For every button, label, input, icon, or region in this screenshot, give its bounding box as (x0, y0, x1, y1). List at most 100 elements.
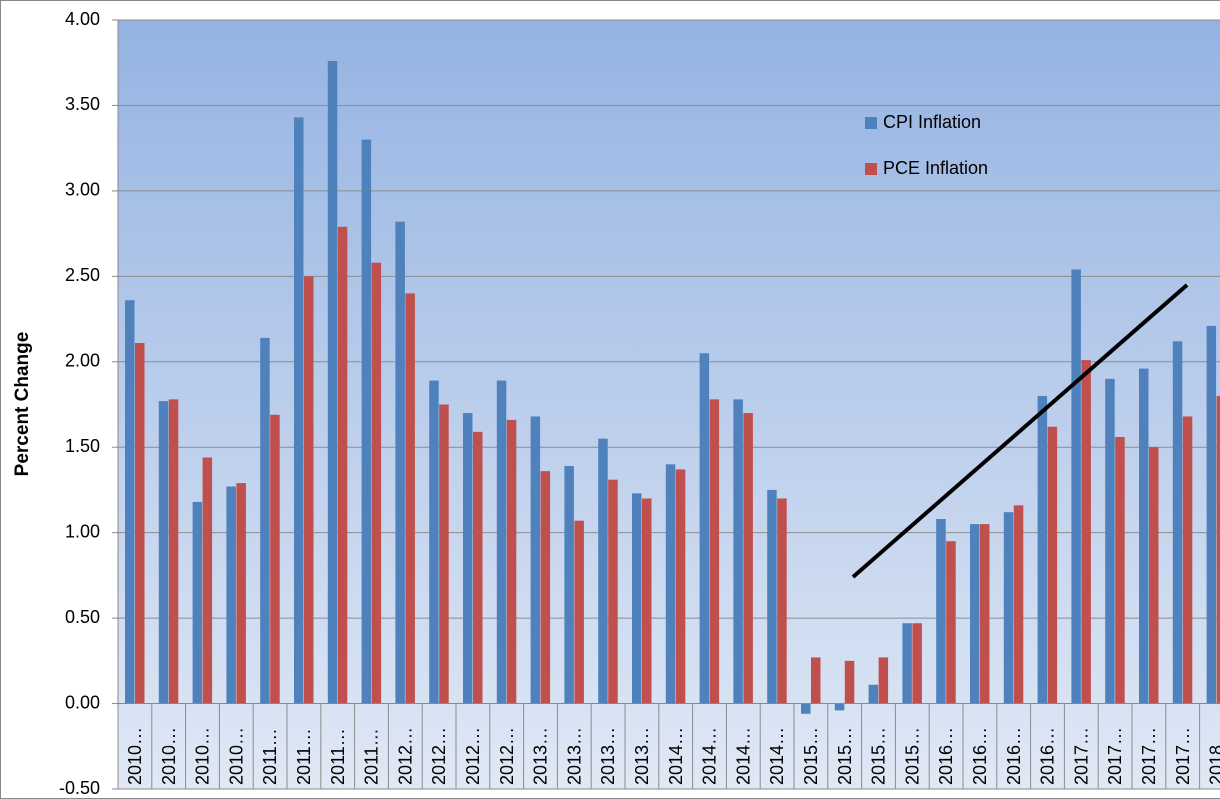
bar (1105, 378, 1115, 704)
x-tick-label: 2012… (429, 727, 449, 785)
bar (337, 226, 348, 704)
x-tick-label: 2015… (835, 727, 855, 785)
y-tick-label: 0.00 (65, 692, 100, 712)
bar (801, 703, 811, 714)
bar (327, 61, 338, 704)
trend-line (851, 283, 1189, 579)
bar (1206, 325, 1217, 704)
bar (642, 498, 652, 704)
bar (834, 703, 845, 711)
bar (743, 413, 753, 704)
bar (1071, 269, 1081, 704)
bar (463, 413, 473, 704)
x-tick-label: 2015… (801, 727, 821, 785)
bar (270, 414, 280, 704)
bar (936, 518, 946, 704)
bar (665, 464, 676, 704)
bar (878, 657, 889, 704)
legend-swatch (865, 117, 877, 129)
x-tick-label: 2013… (564, 727, 584, 785)
bar (506, 419, 517, 704)
bar (473, 431, 483, 704)
bar (564, 466, 574, 704)
bar (395, 221, 405, 704)
bar (980, 524, 990, 704)
bar (675, 469, 686, 704)
bar (811, 657, 821, 704)
x-tick-label: 2013… (632, 727, 652, 785)
bar (530, 416, 541, 704)
plot: 2010… 2010… 2010… 2010… 2011… 2011… 2011… 2011…… (117, 19, 1220, 790)
y-tick-label: -0.50 (59, 778, 100, 798)
bar (946, 541, 956, 704)
x-tick-label: 2013… (598, 727, 618, 785)
bar (168, 399, 179, 704)
bar (192, 501, 203, 704)
bar (361, 139, 372, 704)
x-tick-label: 2013… (531, 727, 551, 785)
bar (1172, 341, 1183, 704)
x-tick-label: 2014… (700, 727, 720, 785)
bar (777, 498, 787, 704)
bar (304, 276, 314, 704)
x-tick-label: 2014… (733, 727, 753, 785)
legend-label: PCE Inflation (883, 158, 988, 178)
x-tick-label: 2016… (1038, 727, 1058, 785)
bar (1216, 395, 1220, 704)
bar (1013, 505, 1024, 704)
x-tick-label: 2012… (463, 727, 483, 785)
x-tick-label: 2016… (936, 727, 956, 785)
bar (767, 489, 777, 704)
x-tick-label: 2017… (1071, 727, 1091, 785)
bar (970, 524, 980, 704)
y-tick-label: 0.50 (65, 607, 100, 627)
bar (709, 399, 720, 704)
y-tick-label: 2.50 (65, 265, 100, 285)
bar (608, 479, 618, 704)
bar (902, 623, 912, 704)
bar (844, 660, 855, 704)
bar (1047, 426, 1058, 704)
x-tick-label: 2012… (497, 727, 517, 785)
x-tick-label: 2011… (294, 728, 314, 785)
bar (429, 380, 439, 704)
x-tick-label: 2018… (1207, 727, 1220, 785)
bar (439, 404, 449, 704)
bar (202, 457, 213, 704)
x-tick-label: 2016… (1004, 727, 1024, 785)
bar (1139, 368, 1149, 704)
x-tick-label: 2017… (1105, 727, 1125, 785)
bar (294, 117, 304, 704)
y-tick-label: 2.00 (65, 351, 100, 371)
x-tick-label: 2014… (767, 727, 787, 785)
bar (371, 262, 382, 704)
x-tick-label: 2015… (869, 727, 889, 785)
bar (158, 401, 169, 704)
y-tick-label: 1.00 (65, 521, 100, 541)
y-axis-title: Percent Change (12, 332, 33, 477)
bar (1115, 436, 1125, 704)
x-tick-label: 2017… (1173, 727, 1193, 785)
legend-label: CPI Inflation (883, 112, 981, 132)
bar (868, 684, 879, 704)
bar (236, 483, 246, 704)
bar (1037, 395, 1048, 704)
x-tick-label: 2012… (395, 727, 415, 785)
x-tick-label: 2017… (1139, 727, 1159, 785)
x-tick-label: 2010… (226, 727, 246, 785)
x-tick-label: 2010… (125, 727, 145, 785)
bar (540, 471, 551, 704)
bar (733, 399, 743, 704)
bar (135, 342, 145, 704)
y-tick-label: 3.50 (65, 94, 100, 114)
x-tick-label: 2010… (159, 727, 179, 785)
bar (912, 623, 922, 704)
bar (1149, 447, 1159, 704)
bar (405, 293, 415, 704)
bar (1081, 360, 1091, 704)
x-tick-label: 2011… (362, 728, 382, 785)
y-tick-label: 3.00 (65, 180, 100, 200)
y-tick-label: 4.00 (65, 9, 100, 29)
bar (260, 337, 270, 704)
bar (226, 486, 236, 704)
